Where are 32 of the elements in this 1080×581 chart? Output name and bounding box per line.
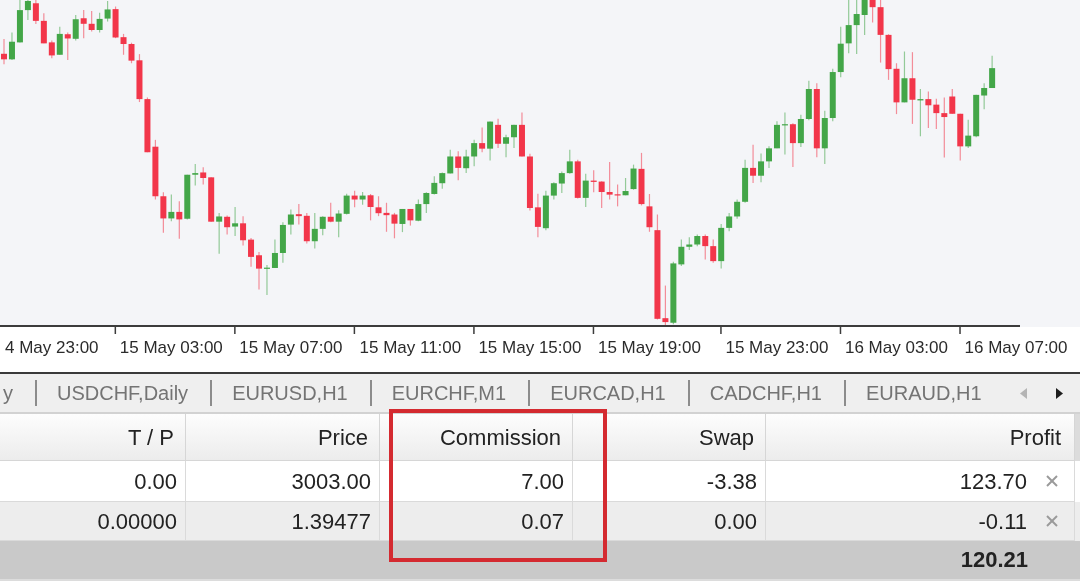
category-label: Profit bbox=[1009, 425, 1061, 450]
category-label: Swap bbox=[698, 425, 754, 450]
x-tick-label: 15 May 15:00 bbox=[478, 338, 582, 357]
text: USDCHF,Daily bbox=[57, 381, 189, 405]
x-tick-label: 15 May 11:00 bbox=[359, 338, 462, 357]
text: 0.00 bbox=[714, 509, 757, 534]
text: CADCHF,H1 bbox=[709, 381, 822, 405]
text: 0.00000 bbox=[97, 509, 177, 534]
x-tick-label: 16 May 03:00 bbox=[844, 338, 948, 357]
text: 0.00 bbox=[134, 469, 177, 494]
text: 3003.00 bbox=[291, 469, 371, 494]
text: 1.39477 bbox=[291, 509, 371, 534]
text: 120.21 bbox=[960, 547, 1028, 572]
text: -0.11 bbox=[978, 509, 1027, 534]
text: -3.38 bbox=[706, 469, 757, 494]
category-label: Price bbox=[317, 425, 368, 450]
text: EURCHF,M1 bbox=[391, 381, 507, 405]
text: EURCAD,H1 bbox=[550, 381, 666, 405]
x-tick-label: 15 May 03:00 bbox=[119, 338, 223, 357]
text: 0.07 bbox=[521, 509, 564, 534]
x-tick-label: 15 May 23:00 bbox=[725, 338, 829, 357]
text: y bbox=[3, 381, 13, 405]
category-label: Commission bbox=[439, 425, 561, 450]
x-tick-label: 4 May 23:00 bbox=[5, 338, 99, 357]
x-tick-label: 16 May 07:00 bbox=[964, 338, 1068, 357]
text: 7.00 bbox=[521, 469, 564, 494]
text: EURUSD,H1 bbox=[232, 381, 348, 405]
text: EURAUD,H1 bbox=[865, 381, 982, 405]
text: 123.70 bbox=[959, 469, 1027, 494]
x-tick-label: 15 May 19:00 bbox=[597, 338, 701, 357]
category-label: T / P bbox=[127, 425, 174, 450]
x-tick-label: 15 May 07:00 bbox=[239, 338, 343, 357]
